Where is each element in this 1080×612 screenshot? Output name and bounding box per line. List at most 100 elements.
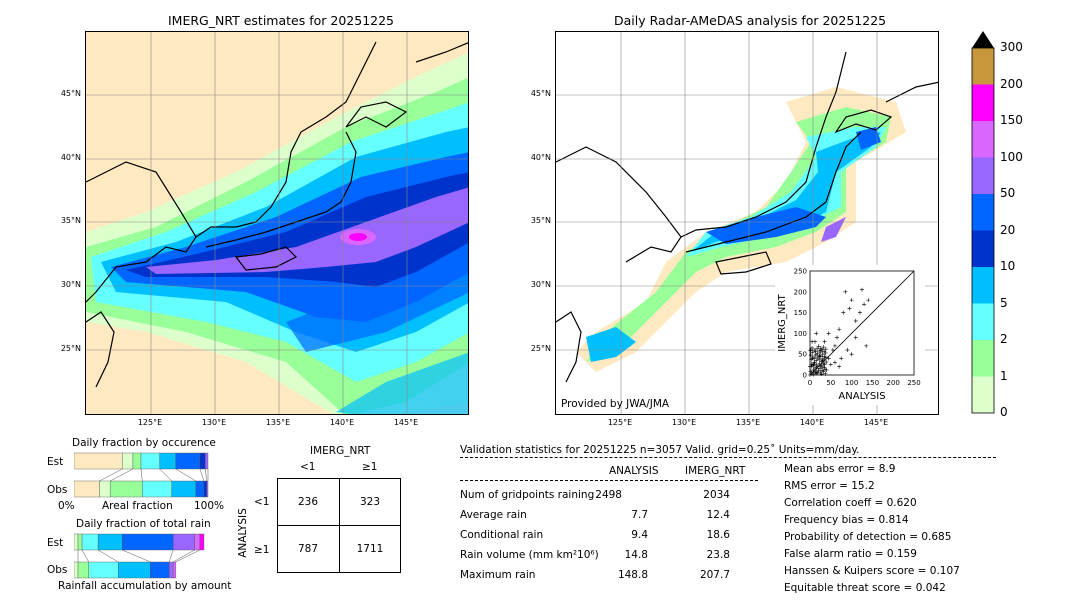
rain-fraction-caption: Rainfall accumulation by amount xyxy=(58,580,232,592)
scatter-point xyxy=(817,348,822,353)
scatter-point xyxy=(824,360,829,365)
stat-imerg-conditional: 18.6 xyxy=(706,529,730,541)
scatter-xtick: 50 xyxy=(826,379,835,387)
left-lon-label-135: 135°E xyxy=(265,418,291,427)
scatter-point xyxy=(853,318,858,323)
scatter-point xyxy=(817,353,822,358)
scatter-point xyxy=(853,335,858,340)
left-lon-label-130: 130°E xyxy=(201,418,227,427)
scatter-point xyxy=(809,362,814,367)
score-correlation: Correlation coeff = 0.620 xyxy=(784,497,917,509)
contingency-title: IMERG_NRT xyxy=(310,445,371,457)
right-lat-label-40: 40°N xyxy=(530,153,551,162)
scatter-point xyxy=(808,364,812,369)
colorbar-tick-label: 200 xyxy=(1000,76,1023,91)
left-lon-label-145: 145°E xyxy=(393,418,419,427)
scatter-point xyxy=(835,335,840,340)
occurrence-connector xyxy=(159,468,172,482)
scatter-point xyxy=(845,348,850,353)
occurrence-connector xyxy=(199,468,205,482)
scatter-point xyxy=(811,368,816,373)
left-lat-label-25: 25°N xyxy=(60,344,81,353)
scatter-point xyxy=(817,361,822,366)
scatter-point xyxy=(809,357,814,362)
scatter-point xyxy=(812,360,817,365)
stat-analysis-maximum: 148.8 xyxy=(617,569,648,581)
right-lat-label-45: 45°N xyxy=(530,89,551,98)
scatter-point xyxy=(808,348,813,353)
contingency-col-ge: ≥1 xyxy=(362,461,378,473)
scatter-point xyxy=(821,361,826,366)
scatter-point xyxy=(849,298,854,303)
scatter-xtick: 100 xyxy=(845,379,858,387)
colorbar-segment xyxy=(972,303,994,340)
right-lon-label-135: 135°E xyxy=(735,418,761,427)
scatter-point xyxy=(808,353,813,358)
colorbar-segment xyxy=(972,84,994,121)
stat-imerg-gridpoints: 2034 xyxy=(703,489,730,501)
stat-imerg-volume: 23.8 xyxy=(706,549,730,561)
scatter-point xyxy=(822,349,827,354)
colorbar-segment xyxy=(972,267,994,304)
rain-fraction-segment xyxy=(150,561,170,579)
contingency-row-lt: <1 xyxy=(254,496,270,508)
scatter-ytick: 250 xyxy=(794,268,807,276)
scatter-point xyxy=(820,352,825,357)
scatter-point xyxy=(812,365,817,370)
occurrence-segment xyxy=(171,480,197,498)
contingency-cell-22: 1711 xyxy=(356,543,384,555)
left-map-title: IMERG_NRT estimates for 20251225 xyxy=(168,13,395,28)
scatter-xtick: 150 xyxy=(866,379,879,387)
rain-fraction-bars xyxy=(74,533,205,579)
score-hk: Hanssen & Kuipers score = 0.107 xyxy=(784,565,960,577)
scatter-point xyxy=(823,347,828,352)
occurrence-segment xyxy=(199,452,206,470)
occurrence-segment xyxy=(74,452,123,470)
colorbar-segment xyxy=(972,230,994,267)
scatter-point xyxy=(817,366,822,371)
colorbar-scale xyxy=(971,31,995,414)
rain-fraction-segment xyxy=(194,533,201,551)
validation-header: Validation statistics for 20251225 n=305… xyxy=(460,444,860,456)
scatter-xtick: 200 xyxy=(887,379,900,387)
left-lon-label-125: 125°E xyxy=(137,418,163,427)
occurrence-segment xyxy=(140,452,160,470)
occurrence-connector xyxy=(140,468,143,482)
scatter-point xyxy=(843,289,848,294)
scatter-point xyxy=(822,367,827,372)
occurrence-segment xyxy=(99,480,111,498)
occurrence-connector xyxy=(110,468,134,482)
scatter-point xyxy=(860,287,864,292)
scatter-point xyxy=(813,353,818,358)
scatter-point xyxy=(820,356,825,361)
colorbar-tick-label: 100 xyxy=(1000,149,1023,164)
colorbar-tick-label: 20 xyxy=(1000,222,1016,237)
scatter-point xyxy=(808,373,812,377)
scatter-xlabel: ANALYSIS xyxy=(838,391,885,402)
stat-imerg-maximum: 207.7 xyxy=(699,569,730,581)
scatter-point xyxy=(832,360,837,365)
scatter-point xyxy=(810,345,815,350)
scatter-xtick: 250 xyxy=(907,379,920,387)
scatter-ytick: 50 xyxy=(798,351,807,359)
score-rmse: RMS error = 15.2 xyxy=(784,480,875,492)
score-ets: Equitable threat score = 0.042 xyxy=(784,582,946,594)
right-map-rain-field xyxy=(556,32,938,414)
scatter-point xyxy=(826,331,831,336)
left-map-panel xyxy=(85,31,469,415)
rain-fraction-connector xyxy=(168,549,174,563)
stat-label-conditional: Conditional rain xyxy=(460,529,544,541)
right-lon-label-145: 145°E xyxy=(863,418,889,427)
validation-header-rule xyxy=(460,457,996,458)
colorbar-segment xyxy=(972,157,994,194)
scatter-point xyxy=(816,344,821,349)
scatter-point xyxy=(841,310,846,315)
left-lat-label-45: 45°N xyxy=(60,89,81,98)
rain-fraction-segment xyxy=(168,561,174,579)
occurrence-connector xyxy=(205,468,207,482)
scatter-point xyxy=(810,339,815,344)
rain-est-label: Est xyxy=(47,537,64,549)
stat-label-gridpoints: Num of gridpoints raining xyxy=(460,489,595,501)
colorbar-frame xyxy=(971,47,995,414)
right-lon-label-130: 130°E xyxy=(671,418,697,427)
